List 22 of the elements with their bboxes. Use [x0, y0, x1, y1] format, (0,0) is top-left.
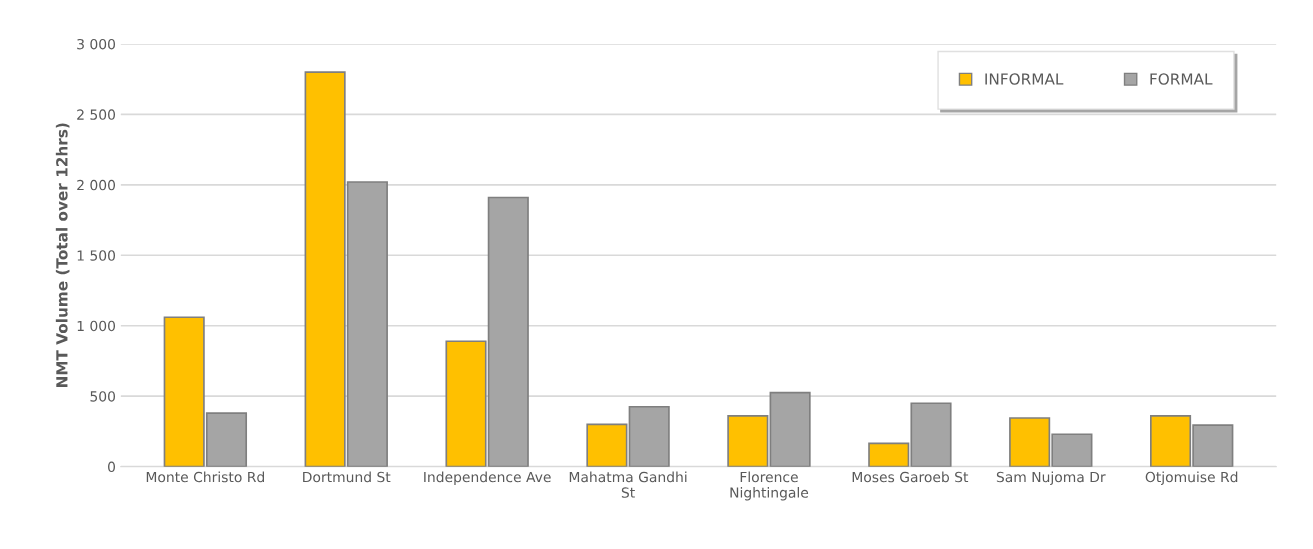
x-tick-label: Independence Ave [424, 471, 551, 485]
x-tick-label: Mahatma Gandhi St [569, 471, 687, 498]
bar [769, 391, 811, 467]
y-tick-label: 1 000 [77, 320, 116, 332]
y-tick-label: 0 [108, 461, 116, 473]
x-tick-label: Florence Nightingale [730, 471, 809, 501]
x-tick-label: Otjomuise Rd [1145, 471, 1238, 485]
legend-label: FORMAL [1150, 73, 1213, 85]
bar [628, 405, 670, 467]
y-tick-label: 1 500 [77, 250, 116, 261]
x-tick-label: Monte Christo Rd [146, 471, 264, 483]
bar [586, 423, 628, 467]
x-tick-label: Moses Garoeb St [852, 471, 969, 483]
y-axis-title: NMT Volume (Total over 12hrs) [55, 123, 70, 388]
y-tick-label: 3 000 [77, 38, 116, 50]
x-tick-label: Dortmund St [303, 471, 391, 483]
x-tick-label: Sam Nujoma Dr [996, 471, 1106, 485]
legend-label: INFORMAL [985, 73, 1064, 85]
y-tick-label: 2 000 [77, 179, 116, 191]
y-tick-label: 500 [90, 391, 116, 402]
bar [727, 415, 769, 467]
y-tick-label: 2 500 [77, 109, 116, 120]
